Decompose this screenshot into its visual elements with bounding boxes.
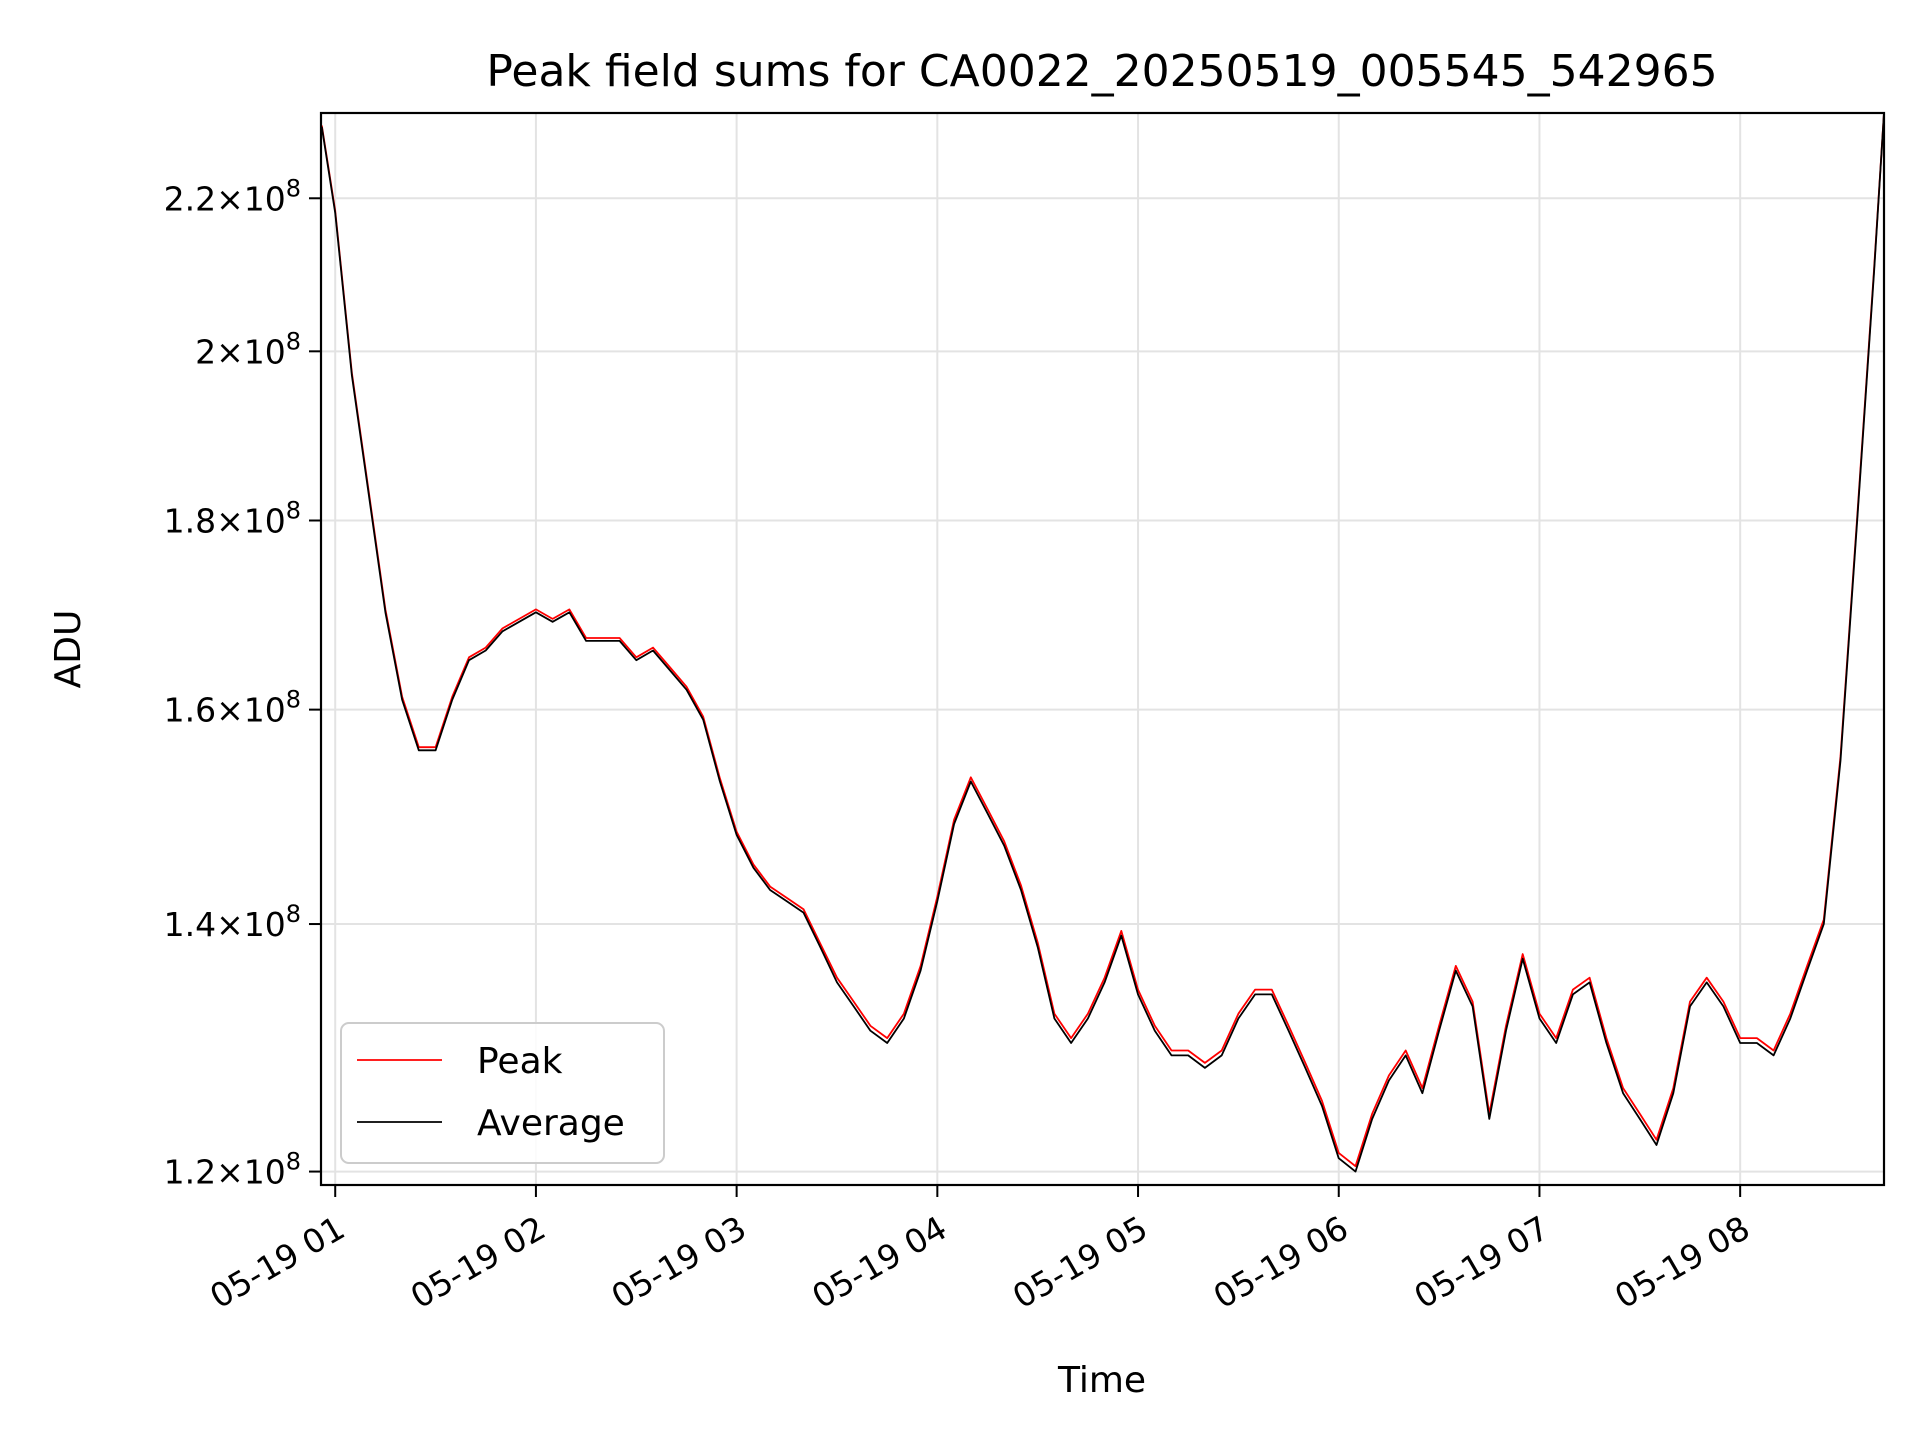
y-tick-mantissa: 1.8: [164, 502, 216, 541]
x-tick-label: 05-19 06: [1207, 1208, 1355, 1316]
legend: Peak Average: [340, 1022, 665, 1164]
y-tick-exponent: 8: [286, 327, 301, 355]
x-tick-label: 05-19 03: [605, 1208, 753, 1316]
y-tick-label: 1.6×108: [164, 686, 301, 730]
x-tick-label: 05-19 05: [1006, 1208, 1154, 1316]
chart-title: Peak field sums for CA0022_20250519_0055…: [486, 46, 1717, 97]
y-tick-mantissa: 1.6: [164, 691, 216, 730]
y-tick-exponent: 8: [286, 1148, 301, 1176]
y-tick-mantissa: 2: [195, 332, 216, 371]
y-tick-mantissa: 1.4: [164, 905, 216, 944]
y-tick-base: ×10: [216, 905, 286, 944]
series-line-peak: [321, 113, 1884, 1168]
y-tick-base: ×10: [216, 332, 286, 371]
x-axis-label: Time: [1057, 1360, 1146, 1401]
y-tick-label: 1.8×108: [164, 497, 301, 541]
y-tick-base: ×10: [216, 502, 286, 541]
y-tick-exponent: 8: [286, 686, 301, 714]
x-tick-label: 05-19 07: [1407, 1208, 1555, 1316]
grid-lines: [321, 113, 1884, 1185]
legend-box: [340, 1022, 665, 1164]
y-tick-base: ×10: [216, 1153, 286, 1192]
y-tick-exponent: 8: [286, 497, 301, 525]
plot-area: [321, 113, 1884, 1173]
x-tick-label: 05-19 08: [1608, 1208, 1756, 1316]
y-tick-mantissa: 2.2: [164, 179, 216, 218]
legend-label-average: Average: [477, 1103, 625, 1144]
y-tick-label: 2×108: [195, 327, 301, 371]
series-line-average: [321, 113, 1884, 1173]
y-tick-exponent: 8: [286, 174, 301, 202]
x-tick-label: 05-19 02: [404, 1208, 552, 1316]
y-tick-label: 2.2×108: [164, 174, 301, 218]
x-tick-label: 05-19 01: [203, 1208, 351, 1316]
y-axis-label: ADU: [48, 610, 89, 689]
x-axis: 05-19 01 05-19 02 05-19 03 05-19 04 05-19 05…: [203, 1185, 1756, 1316]
y-tick-label: 1.4×108: [164, 900, 301, 944]
y-tick-base: ×10: [216, 179, 286, 218]
y-tick-exponent: 8: [286, 900, 301, 928]
y-tick-base: ×10: [216, 691, 286, 730]
y-tick-mantissa: 1.2: [164, 1153, 216, 1192]
legend-label-peak: Peak: [477, 1041, 563, 1082]
x-tick-label: 05-19 04: [805, 1208, 953, 1316]
plot-frame: [319, 111, 1886, 1187]
y-tick-label: 1.2×108: [164, 1148, 301, 1192]
